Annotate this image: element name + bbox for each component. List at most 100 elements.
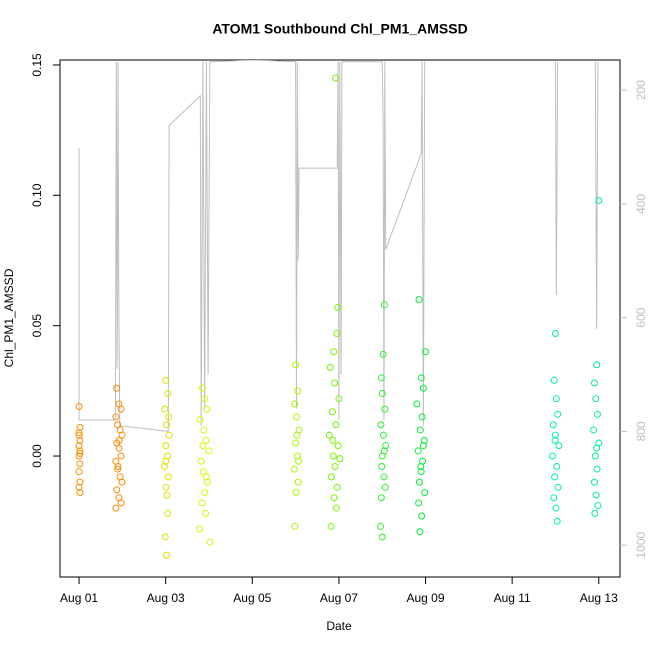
point xyxy=(293,452,301,460)
point xyxy=(161,533,169,541)
point xyxy=(416,528,424,536)
point xyxy=(380,431,388,439)
point xyxy=(549,421,557,429)
point xyxy=(591,452,599,460)
point xyxy=(292,413,300,421)
point xyxy=(332,421,340,429)
point xyxy=(114,465,122,473)
point xyxy=(377,421,385,429)
point xyxy=(590,379,598,387)
point xyxy=(591,509,599,517)
x-tick-label: Aug 07 xyxy=(320,591,358,605)
point xyxy=(118,478,126,486)
point xyxy=(295,457,303,465)
point xyxy=(327,522,335,530)
point xyxy=(75,468,83,476)
y-tick-label: 0.00 xyxy=(30,444,44,468)
y2-tick-label: 600 xyxy=(634,307,648,327)
point xyxy=(381,405,389,413)
x-tick-label: Aug 13 xyxy=(580,591,618,605)
point xyxy=(292,489,300,497)
point xyxy=(75,431,83,439)
point xyxy=(76,423,84,431)
point xyxy=(380,301,388,309)
point xyxy=(113,384,121,392)
x-tick-label: Aug 09 xyxy=(407,591,445,605)
point xyxy=(199,468,207,476)
point xyxy=(163,491,171,499)
point xyxy=(165,413,173,421)
point xyxy=(75,442,83,450)
point xyxy=(331,74,339,82)
point xyxy=(418,413,426,421)
point xyxy=(334,442,342,450)
point xyxy=(291,400,299,408)
point xyxy=(196,416,204,424)
point xyxy=(376,522,384,530)
point xyxy=(205,447,213,455)
point xyxy=(381,483,389,491)
point xyxy=(201,395,209,403)
y2-tick-label: 800 xyxy=(634,421,648,441)
point xyxy=(379,350,387,358)
point xyxy=(552,395,560,403)
y2-tick-label: 200 xyxy=(634,80,648,100)
point xyxy=(291,522,299,530)
point xyxy=(551,329,559,337)
point xyxy=(593,410,601,418)
point xyxy=(548,452,556,460)
point xyxy=(336,455,344,463)
point xyxy=(378,389,386,397)
point xyxy=(331,379,339,387)
point xyxy=(593,361,601,369)
point xyxy=(115,436,123,444)
point xyxy=(290,465,298,473)
point xyxy=(76,489,84,497)
chart-title: ATOM1 Southbound Chl_PM1_AMSSD xyxy=(212,21,467,37)
point xyxy=(335,395,343,403)
point xyxy=(75,429,83,437)
y-tick-label: 0.15 xyxy=(30,53,44,77)
point xyxy=(76,478,84,486)
point xyxy=(201,489,209,497)
point xyxy=(417,374,425,382)
point xyxy=(329,452,337,460)
point xyxy=(592,491,600,499)
point xyxy=(420,436,428,444)
point xyxy=(414,447,422,455)
point xyxy=(417,468,425,476)
point xyxy=(422,348,430,356)
point xyxy=(590,426,598,434)
point xyxy=(380,473,388,481)
point xyxy=(112,413,120,421)
point xyxy=(76,447,84,455)
point xyxy=(329,436,337,444)
point xyxy=(203,405,211,413)
point xyxy=(415,296,423,304)
point xyxy=(113,486,121,494)
point xyxy=(377,374,385,382)
x-tick-label: Aug 05 xyxy=(233,591,271,605)
point xyxy=(206,538,214,546)
point xyxy=(195,525,203,533)
point xyxy=(331,462,339,470)
point xyxy=(164,473,172,481)
point xyxy=(328,473,336,481)
point xyxy=(421,489,429,497)
point xyxy=(550,494,558,502)
point xyxy=(594,502,602,510)
point xyxy=(555,442,563,450)
point xyxy=(112,504,120,512)
y2-tick-label: 1000 xyxy=(634,531,648,558)
point xyxy=(413,400,421,408)
point xyxy=(203,478,211,486)
point xyxy=(416,426,424,434)
y2-line xyxy=(78,60,599,432)
point xyxy=(198,499,206,507)
point xyxy=(162,376,170,384)
point xyxy=(162,442,170,450)
point xyxy=(325,431,333,439)
point xyxy=(378,462,386,470)
y2-tick-label: 400 xyxy=(634,194,648,214)
point xyxy=(115,444,123,452)
